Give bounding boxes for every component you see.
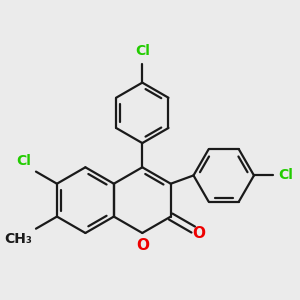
Text: Cl: Cl — [16, 154, 31, 168]
Text: O: O — [136, 238, 149, 253]
Text: Cl: Cl — [135, 44, 150, 58]
Text: Cl: Cl — [278, 168, 293, 182]
Text: CH₃: CH₃ — [4, 232, 31, 246]
Text: O: O — [192, 226, 205, 241]
